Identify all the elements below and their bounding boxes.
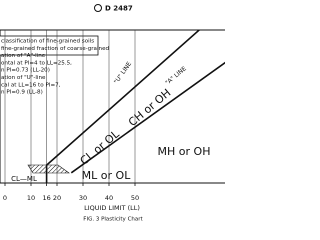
note-box <box>0 35 99 56</box>
x-tick-label: 50 <box>131 194 139 202</box>
note-line: cal at LL=16 to PI=7, <box>1 82 61 88</box>
note-line: ontal at PI=4 to LL=25.5, <box>1 60 72 66</box>
region-label: ML or OL <box>82 169 132 182</box>
x-tick-label: 10 <box>27 194 35 202</box>
series-line <box>45 30 201 183</box>
x-axis-label: LIQUID LIMIT (LL) <box>84 204 140 212</box>
note-line: ation of "U"-line <box>1 75 46 81</box>
region-label: MH or OH <box>158 145 211 158</box>
note-line: n PI=0.9 (LL-8) <box>1 90 43 96</box>
region-label: CL or OL <box>78 127 123 168</box>
region-label: CH or OH <box>126 86 174 129</box>
logo <box>94 4 102 12</box>
x-tick-label: 16 <box>42 194 50 202</box>
series-line <box>70 61 225 174</box>
region-label: CL—ML <box>11 175 37 183</box>
plot-frame <box>0 29 225 184</box>
line-label: "U" LINE <box>113 60 133 85</box>
x-tick-label: 20 <box>53 194 61 202</box>
cl-ml-zone <box>27 164 70 174</box>
x-tick-label: 0 <box>3 194 7 202</box>
note-line: classification of fine-grained soils <box>1 39 94 45</box>
designation: D 2487 <box>105 5 133 13</box>
note-line: fine-grained fraction of coarse-grained <box>1 46 110 52</box>
note-line: ation of "A"-line <box>1 53 46 59</box>
line-label: "A" LINE <box>164 65 188 87</box>
x-tick-label: 40 <box>105 194 113 202</box>
chart: D 2487 CH or OH CL or OL MH or OH ML or … <box>0 4 225 223</box>
x-tick-label: 30 <box>79 194 87 202</box>
note-line: n PI=0.73 (LL-20) <box>1 68 50 74</box>
caption: FIG. 3 Plasticity Chart <box>83 217 143 223</box>
